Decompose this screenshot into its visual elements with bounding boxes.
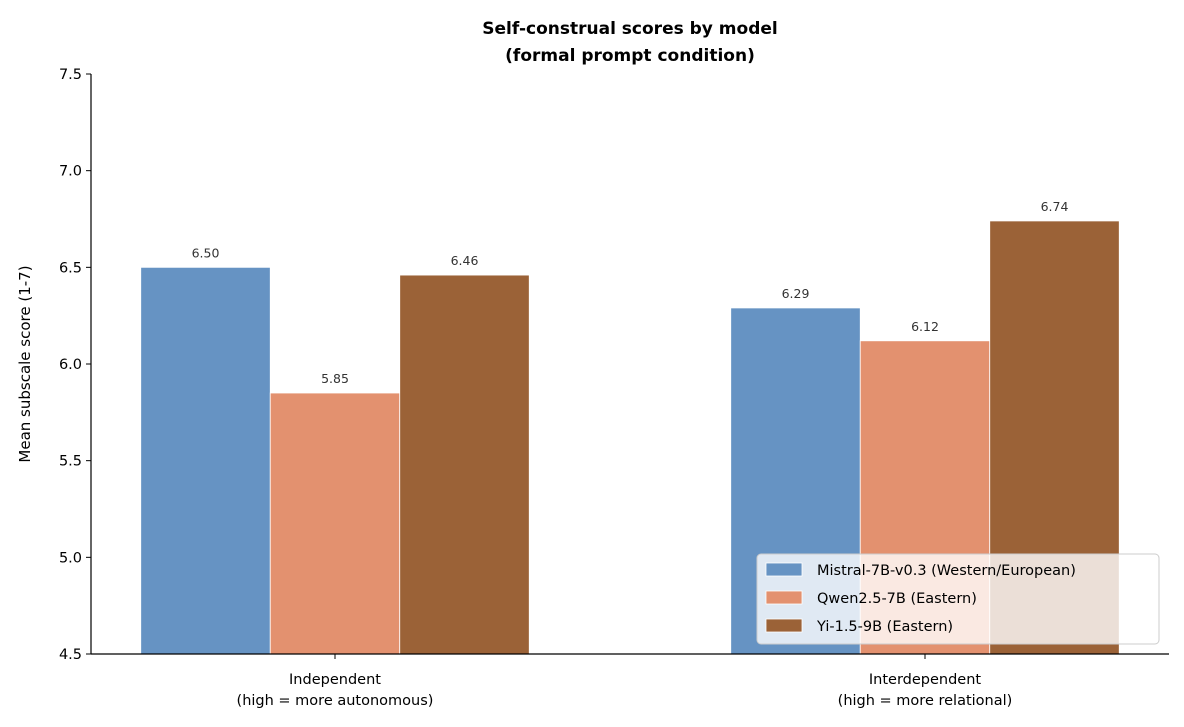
- y-tick-label: 5.0: [59, 550, 82, 566]
- y-tick-label: 6.5: [59, 260, 82, 276]
- legend-swatch: [765, 590, 803, 605]
- chart-title-line1: Self-construal scores by model: [482, 19, 777, 39]
- bar-2-0: [399, 274, 530, 655]
- legend-swatch: [765, 618, 803, 633]
- y-axis-label: Mean subscale score (1-7): [16, 265, 34, 462]
- data-label: 6.74: [1041, 199, 1069, 214]
- y-tick-label: 6.0: [59, 357, 82, 373]
- y-tick-label: 4.5: [59, 647, 82, 663]
- legend: Mistral-7B-v0.3 (Western/European) Qwen2.…: [756, 553, 1160, 645]
- legend-entry: Yi-1.5-9B (Eastern): [816, 619, 953, 635]
- data-label: 6.12: [911, 319, 939, 334]
- bar-0-0: [140, 266, 271, 655]
- data-label: 6.50: [192, 245, 220, 260]
- bar-1-0: [269, 392, 401, 655]
- y-tick-label: 7.5: [59, 67, 82, 83]
- y-tick-label: 7.0: [59, 164, 82, 180]
- chart-title-line2: (formal prompt condition): [505, 46, 755, 66]
- data-label: 5.85: [321, 371, 349, 386]
- x-tick-label: Interdependent: [869, 672, 982, 688]
- data-label: 6.46: [451, 253, 479, 268]
- legend-entry: Mistral-7B-v0.3 (Western/European): [817, 563, 1076, 579]
- legend-swatch: [765, 562, 803, 577]
- y-tick-label: 5.5: [59, 454, 82, 470]
- x-tick-label: (high = more relational): [838, 693, 1013, 709]
- x-tick-label: Independent: [289, 672, 381, 688]
- x-tick-label: (high = more autonomous): [237, 693, 434, 709]
- legend-entry: Qwen2.5-7B (Eastern): [817, 591, 977, 607]
- data-label: 6.29: [782, 286, 810, 301]
- legend-box: [756, 553, 1160, 645]
